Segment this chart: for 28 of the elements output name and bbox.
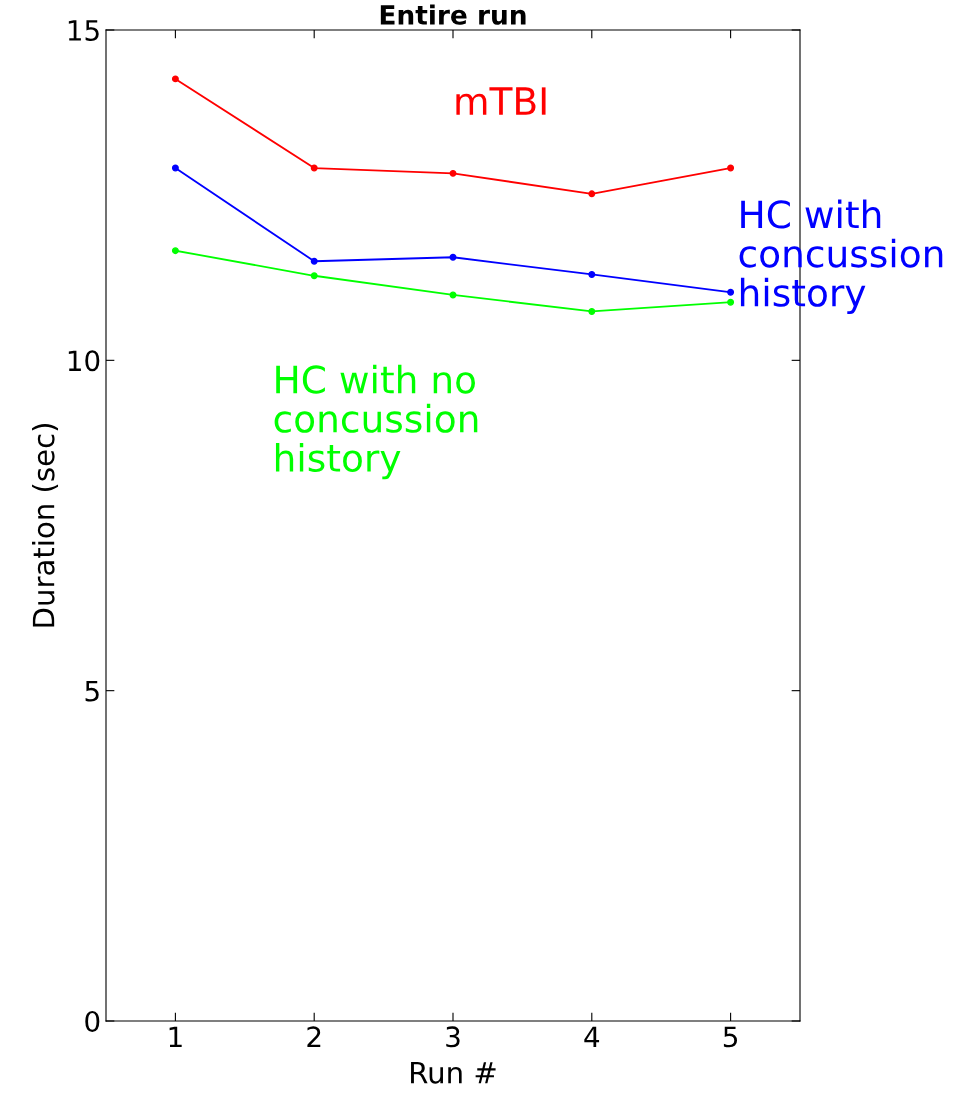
x-tick-label: 1 xyxy=(169,1026,182,1047)
y-tick-label: 10 xyxy=(68,350,100,372)
y-tick-label: 15 xyxy=(68,20,99,41)
x-tick-label: 4 xyxy=(584,1026,600,1047)
series-label: HC with no concussion history xyxy=(274,364,478,480)
y-axis-title: Duration (sec) xyxy=(32,424,59,627)
point xyxy=(588,270,596,278)
y-tick-label: 0 xyxy=(85,1010,100,1032)
point xyxy=(727,164,735,172)
x-tick-label: 3 xyxy=(446,1026,460,1048)
point xyxy=(449,253,457,261)
point xyxy=(310,164,318,172)
x-tick-label: 5 xyxy=(723,1026,738,1048)
point xyxy=(588,190,596,198)
x-tick-label: 2 xyxy=(307,1026,321,1047)
point xyxy=(310,257,318,265)
series-label: mTBI xyxy=(456,87,546,115)
x-axis-title: Run # xyxy=(411,1061,496,1084)
y-tick-label: 5 xyxy=(85,680,99,702)
point xyxy=(171,247,179,255)
point xyxy=(727,288,735,296)
point xyxy=(588,307,596,315)
point xyxy=(310,272,318,280)
point xyxy=(727,298,735,306)
point xyxy=(171,164,179,172)
chart-title: Entire run xyxy=(380,4,526,25)
point xyxy=(171,75,179,83)
point xyxy=(449,169,457,177)
